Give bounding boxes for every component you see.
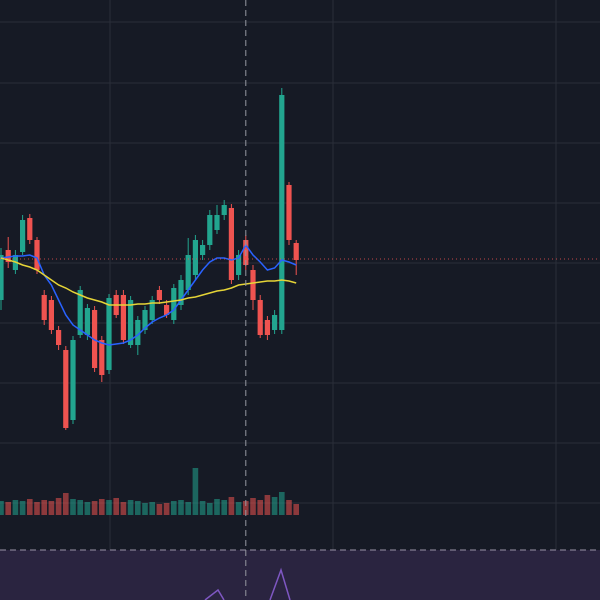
- candle-body: [156, 290, 162, 300]
- volume-bar: [257, 500, 263, 515]
- volume-bar: [185, 502, 191, 515]
- candle-body: [207, 215, 213, 245]
- volume-bar: [12, 500, 19, 515]
- volume-bar: [264, 495, 271, 515]
- volume-bar: [19, 501, 26, 515]
- candle-body: [250, 270, 256, 300]
- candle-body: [221, 205, 227, 215]
- candle-body: [99, 340, 105, 375]
- volume-bar: [84, 502, 91, 515]
- candle-body: [0, 255, 4, 300]
- candle-body: [178, 280, 184, 305]
- volume-bar: [5, 502, 11, 515]
- candle-body: [171, 288, 177, 320]
- candle-body: [106, 298, 112, 370]
- volume-bar: [55, 498, 62, 515]
- candle-body: [192, 240, 198, 275]
- candle-body: [56, 330, 62, 345]
- candle-body: [286, 185, 292, 240]
- candle-body: [200, 245, 206, 255]
- candle-body: [34, 240, 40, 270]
- volume-bar: [99, 499, 105, 515]
- candle-body: [20, 220, 26, 252]
- moving-average: [0, 257, 297, 306]
- volume-bar: [142, 503, 148, 515]
- volume-bar: [214, 499, 220, 515]
- moving-average: [0, 243, 297, 346]
- candle-body: [70, 340, 76, 420]
- volume-bar: [48, 501, 55, 515]
- candle-body: [142, 310, 148, 330]
- volume-bar: [279, 492, 285, 515]
- candle-body: [214, 215, 220, 230]
- volume-bar: [41, 500, 47, 515]
- volume-bar: [228, 497, 235, 515]
- candle-body: [293, 243, 299, 260]
- candle-body: [236, 255, 242, 275]
- volume-bar: [199, 501, 206, 515]
- candle-body: [228, 208, 234, 280]
- volume-bar: [286, 500, 292, 515]
- candle-body: [128, 300, 134, 345]
- volume-bar: [207, 503, 213, 515]
- volume-bar: [250, 498, 256, 515]
- rsi-pane: [0, 550, 600, 600]
- candle-body: [185, 255, 191, 290]
- volume-bar: [293, 504, 299, 515]
- candle-body: [149, 300, 155, 320]
- volume-bar: [171, 501, 177, 515]
- volume-bar: [77, 500, 83, 515]
- candle-body: [84, 308, 90, 335]
- volume-bar: [135, 501, 141, 515]
- candle-body: [5, 250, 11, 262]
- candle-body: [257, 300, 263, 335]
- candle-body: [120, 295, 126, 340]
- volume-bar: [163, 503, 170, 515]
- candle-body: [264, 320, 270, 335]
- volume-bar: [106, 500, 112, 515]
- candle-body: [272, 315, 278, 330]
- candle-body: [41, 295, 47, 320]
- volume-bar: [63, 493, 69, 515]
- candle-body: [63, 350, 69, 428]
- candle-body: [27, 218, 33, 240]
- volume-bar: [235, 502, 242, 515]
- candle-body: [92, 310, 98, 368]
- volume-bar: [271, 497, 278, 515]
- volume-bar: [113, 498, 119, 515]
- volume-bar: [156, 504, 163, 515]
- volume-bar: [120, 502, 127, 515]
- volume-bar: [27, 499, 33, 515]
- volume-bar: [149, 502, 155, 515]
- volume-bar: [178, 500, 184, 515]
- volume-bar: [0, 501, 4, 515]
- candle-body: [48, 300, 54, 330]
- candle-body: [164, 305, 170, 315]
- volume-bar: [70, 499, 76, 515]
- volume-bar: [127, 500, 134, 515]
- volume-bar: [221, 500, 227, 515]
- volume-bar: [192, 468, 199, 515]
- volume-bar: [91, 501, 98, 515]
- volume-bar: [34, 502, 40, 515]
- rsi-line: [204, 567, 291, 600]
- candle-body: [279, 95, 285, 330]
- candle-body: [77, 290, 83, 335]
- volume-bar: [243, 501, 249, 515]
- candle-body: [135, 320, 141, 345]
